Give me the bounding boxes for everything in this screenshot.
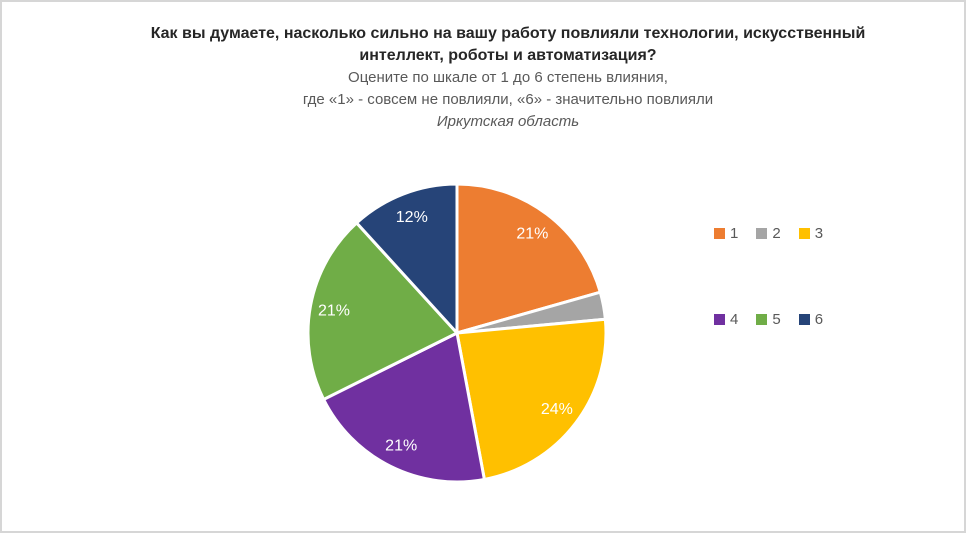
pie-label-1: 21%: [516, 226, 548, 243]
legend-label-1: 1: [730, 224, 739, 242]
chart-title-line1: Как вы думаете, насколько сильно на вашу…: [150, 25, 866, 42]
legend-label-6: 6: [814, 310, 824, 328]
legend-swatch-5: [756, 313, 768, 325]
legend-swatch-4: [714, 313, 725, 325]
legend-label-2: 2: [772, 224, 781, 242]
legend-entry-2: 2: [756, 224, 781, 242]
pie-slice-1: [455, 182, 602, 335]
pie-label-5: 21%: [318, 303, 350, 320]
pie-slice-6: [355, 182, 459, 335]
legend-swatch-1: [714, 227, 725, 239]
legend-entry-4: 4: [714, 311, 738, 328]
pie-slice-3: [455, 317, 608, 481]
pie-label-3: 24%: [541, 401, 573, 418]
legend-swatch-6: [798, 313, 810, 325]
pie-label-4: 21%: [385, 438, 417, 455]
chart-title-line2: интеллект, роботы и автоматизация?: [359, 47, 657, 64]
legend-swatch-3: [798, 227, 810, 239]
pie-slice-4: [322, 331, 486, 484]
legend-entry-5: 5: [756, 310, 781, 328]
legend-swatch-2: [756, 227, 768, 239]
legend-row-2: 4 5 6: [714, 310, 823, 328]
legend-entry-6: 6: [798, 310, 824, 328]
legend-entry-3: 3: [798, 224, 824, 242]
chart-legend: 1 2 3 4 5 6: [714, 224, 823, 328]
chart-header: Как вы думаете, насколько сильно на вашу…: [52, 23, 964, 133]
pie-label-6: 12%: [396, 209, 428, 226]
chart-region-label: Иркутская область: [436, 113, 580, 130]
pie-slice-5: [306, 221, 459, 401]
legend-label-5: 5: [772, 310, 781, 328]
legend-label-4: 4: [730, 310, 739, 328]
legend-label-3: 3: [814, 224, 824, 242]
chart-subtitle-line1: Оцените по шкале от 1 до 6 степень влиян…: [348, 69, 668, 86]
legend-row-1: 1 2 3: [714, 224, 823, 242]
legend-entry-1: 1: [714, 225, 738, 242]
chart-subtitle-line2: где «1» - совсем не повлияли, «6» - знач…: [302, 91, 714, 108]
